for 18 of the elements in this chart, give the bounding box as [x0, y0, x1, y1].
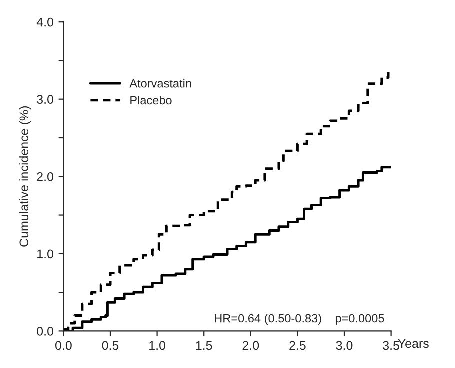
- y-tick-label: 0.0: [37, 327, 54, 336]
- y-tick-label: 3.0: [37, 95, 54, 104]
- y-tick-label: 1.0: [38, 250, 54, 259]
- x-tick-label: 0.5: [102, 341, 119, 350]
- y-tick-label: 2.0: [37, 172, 54, 182]
- x-tick-label: 1.5: [196, 341, 212, 350]
- x-tick-label: 0.0: [56, 341, 72, 350]
- legend-label: Placebo: [130, 96, 172, 105]
- annotation: HR=0.64 (0.50-0.83) p=0.0005: [215, 314, 384, 326]
- x-tick-label: 2.5: [290, 341, 306, 350]
- x-tick-label: 2.0: [242, 341, 260, 350]
- x-tick-label: 1.0: [150, 341, 166, 350]
- x-axis-title: Years: [398, 339, 429, 348]
- y-tick-label: 4.0: [36, 18, 54, 27]
- x-tick-label: 3.0: [336, 341, 353, 350]
- legend-label: Atorvastatin: [130, 79, 192, 88]
- y-axis-title: Cumulative incidence (%): [19, 106, 32, 247]
- x-tick-label: 3.5: [383, 341, 400, 350]
